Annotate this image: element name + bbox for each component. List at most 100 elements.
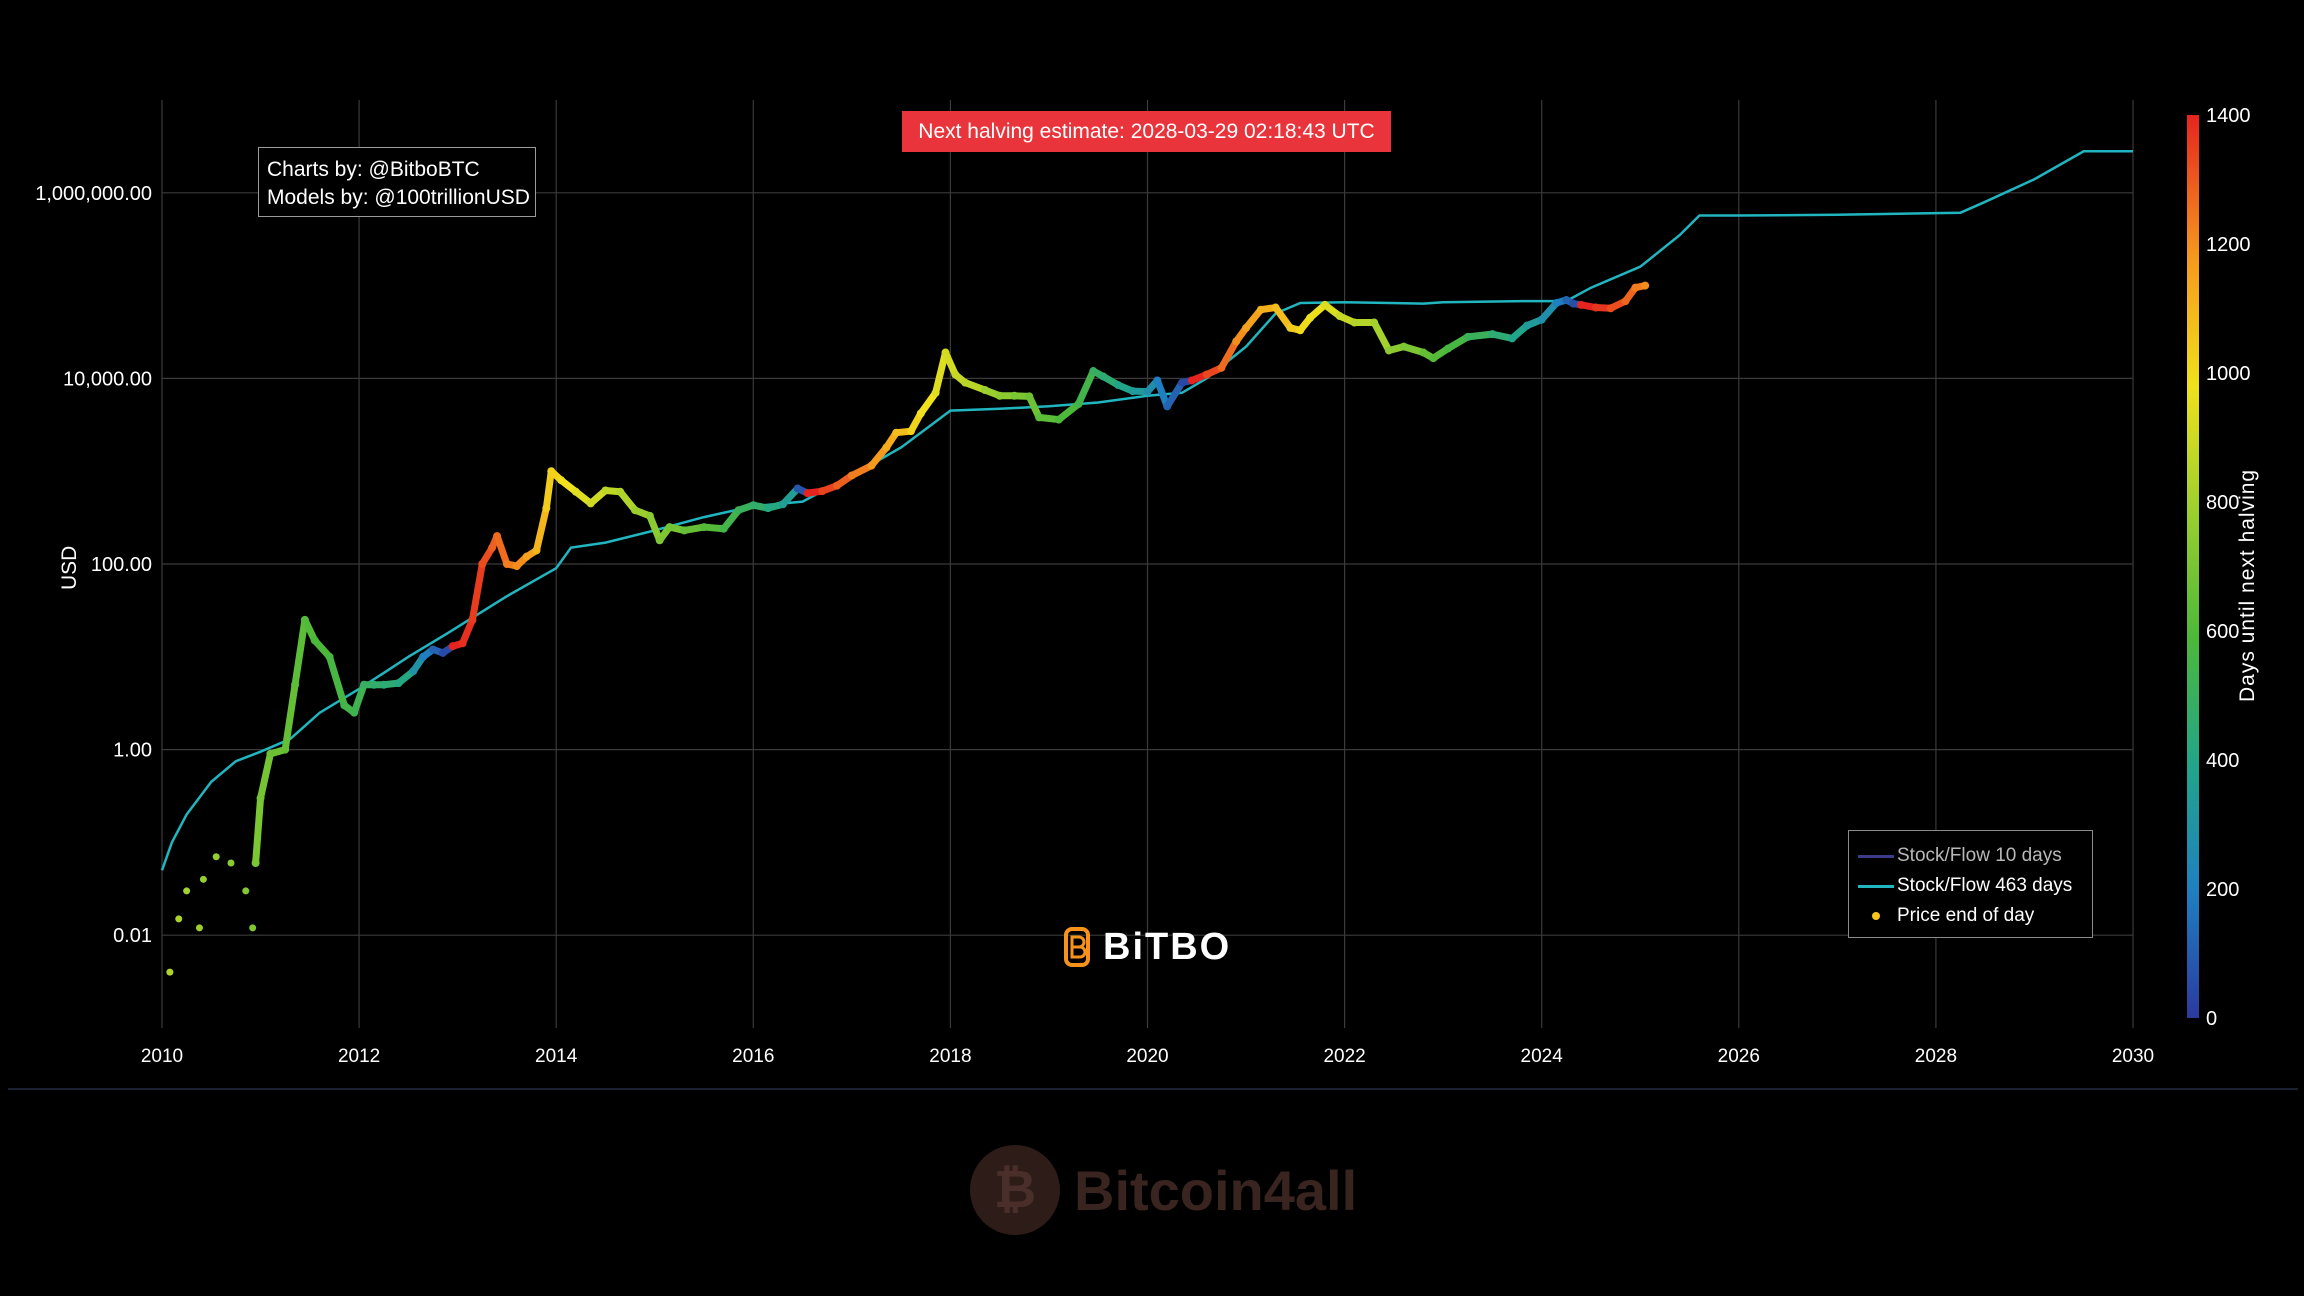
price-point-73 — [1035, 413, 1044, 422]
price-point-84 — [1187, 376, 1196, 385]
price-point-57 — [818, 487, 827, 496]
price-point-31 — [488, 543, 497, 552]
y-axis-ticks: 0.01 1.00 100.00 10,000.00 1,000,000.00 — [35, 183, 152, 947]
price-point-103 — [1463, 332, 1472, 341]
y-tick-label-3: 10,000.00 — [63, 368, 152, 390]
legend-item-price[interactable]: Price end of day — [1849, 901, 2092, 931]
price-point-42 — [601, 486, 610, 495]
price-point-112 — [1591, 303, 1600, 312]
price-point-1 — [175, 915, 183, 923]
credits-models-by: Models by: @100trillionUSD — [267, 186, 530, 209]
price-point-2 — [183, 887, 191, 895]
legend-label-price: Price end of day — [1897, 905, 2035, 926]
legend-item-sf10[interactable]: Stock/Flow 10 days — [1849, 841, 2092, 871]
price-point-24 — [419, 652, 428, 661]
price-point-8 — [249, 924, 257, 932]
y-tick-label-1: 1.00 — [113, 740, 152, 762]
colorbar-tick-600: 600 — [2206, 621, 2239, 643]
price-point-23 — [409, 667, 418, 676]
bitcoin-icon: ₿ — [970, 1145, 1060, 1235]
price-segment-29 — [468, 560, 486, 624]
price-segment-12 — [281, 681, 299, 754]
price-point-64 — [916, 409, 925, 418]
price-point-54 — [778, 500, 787, 509]
price-point-22 — [394, 679, 403, 688]
price-point-34 — [512, 562, 521, 571]
y-axis-label: USD — [58, 545, 81, 590]
legend-swatch-sf10 — [1855, 854, 1897, 858]
price-point-79 — [1128, 387, 1137, 396]
price-point-98 — [1384, 346, 1393, 355]
price-point-35 — [522, 552, 531, 561]
price-segment-74 — [1055, 400, 1083, 424]
x-tick-label-2016: 2016 — [732, 1046, 774, 1067]
price-segment-16 — [326, 653, 348, 709]
price-segment-36 — [532, 504, 550, 554]
price-point-113 — [1606, 304, 1615, 313]
colorbar-tick-800: 800 — [2206, 492, 2239, 514]
price-point-46 — [655, 536, 664, 545]
price-point-14 — [300, 615, 309, 624]
price-point-92 — [1296, 326, 1305, 335]
y-tick-label-2: 100.00 — [91, 554, 152, 576]
price-point-74 — [1054, 415, 1063, 424]
x-tick-label-2018: 2018 — [929, 1046, 971, 1067]
price-segment-13 — [291, 616, 309, 689]
price-point-76 — [1089, 367, 1098, 376]
price-point-60 — [867, 461, 876, 470]
price-point-83 — [1177, 378, 1186, 387]
x-tick-label-2022: 2022 — [1323, 1046, 1365, 1067]
colorbar-tick-1400: 1400 — [2206, 105, 2251, 127]
price-segment-45 — [646, 512, 664, 544]
next-halving-banner: Next halving estimate: 2028-03-29 02:18:… — [902, 111, 1391, 152]
price-point-49 — [700, 523, 709, 532]
stock-flow-463-line — [160, 150, 2133, 871]
price-point-58 — [833, 481, 842, 490]
price-point-80 — [1143, 387, 1152, 396]
price-point-102 — [1444, 344, 1453, 353]
price-point-36 — [532, 546, 541, 555]
watermark-text: Bitcoin4all — [1074, 1158, 1358, 1222]
credits-charts-by: Charts by: @BitboBTC — [267, 158, 480, 181]
price-segment-9 — [252, 794, 265, 867]
price-point-55 — [793, 484, 802, 493]
price-segment-82 — [1163, 379, 1186, 410]
price-point-52 — [749, 501, 758, 510]
price-segment-32 — [493, 532, 511, 568]
price-segment-97 — [1370, 319, 1393, 354]
legend-item-sf463[interactable]: Stock/Flow 463 days — [1849, 871, 2092, 901]
price-point-53 — [764, 504, 773, 513]
price-point-28 — [458, 639, 467, 648]
colorbar-tick-1000: 1000 — [2206, 363, 2251, 385]
price-point-59 — [847, 471, 856, 480]
price-point-67 — [951, 370, 960, 379]
price-point-110 — [1569, 299, 1578, 308]
price-segment-66 — [941, 349, 959, 379]
price-point-43 — [616, 487, 625, 496]
price-point-81 — [1153, 376, 1162, 385]
price-point-104 — [1488, 330, 1497, 339]
price-point-115 — [1631, 283, 1640, 292]
price-point-41 — [586, 499, 595, 508]
price-point-100 — [1419, 348, 1428, 357]
price-segment-28 — [459, 616, 476, 647]
price-segment-75 — [1075, 367, 1097, 408]
price-point-105 — [1508, 334, 1517, 343]
colorbar-tick-0: 0 — [2206, 1008, 2217, 1030]
price-point-62 — [892, 428, 901, 437]
price-segment-103 — [1464, 330, 1496, 341]
x-tick-label-2024: 2024 — [1521, 1046, 1564, 1067]
price-point-11 — [266, 749, 275, 758]
price-segment-90 — [1272, 304, 1294, 332]
colorbar-ticks: 0 200 400 600 800 1000 1200 1400 — [2206, 105, 2251, 1030]
y-tick-label-4: 1,000,000.00 — [35, 183, 152, 205]
bitbo-logo: BiTBO — [1063, 922, 1231, 972]
legend[interactable]: Stock/Flow 10 days Stock/Flow 463 days P… — [1848, 830, 2093, 938]
x-tick-label-2010: 2010 — [141, 1046, 183, 1067]
price-point-45 — [645, 511, 654, 520]
price-point-10 — [256, 794, 265, 803]
price-point-3 — [195, 924, 203, 932]
price-point-48 — [680, 526, 689, 535]
price-point-26 — [438, 648, 447, 657]
